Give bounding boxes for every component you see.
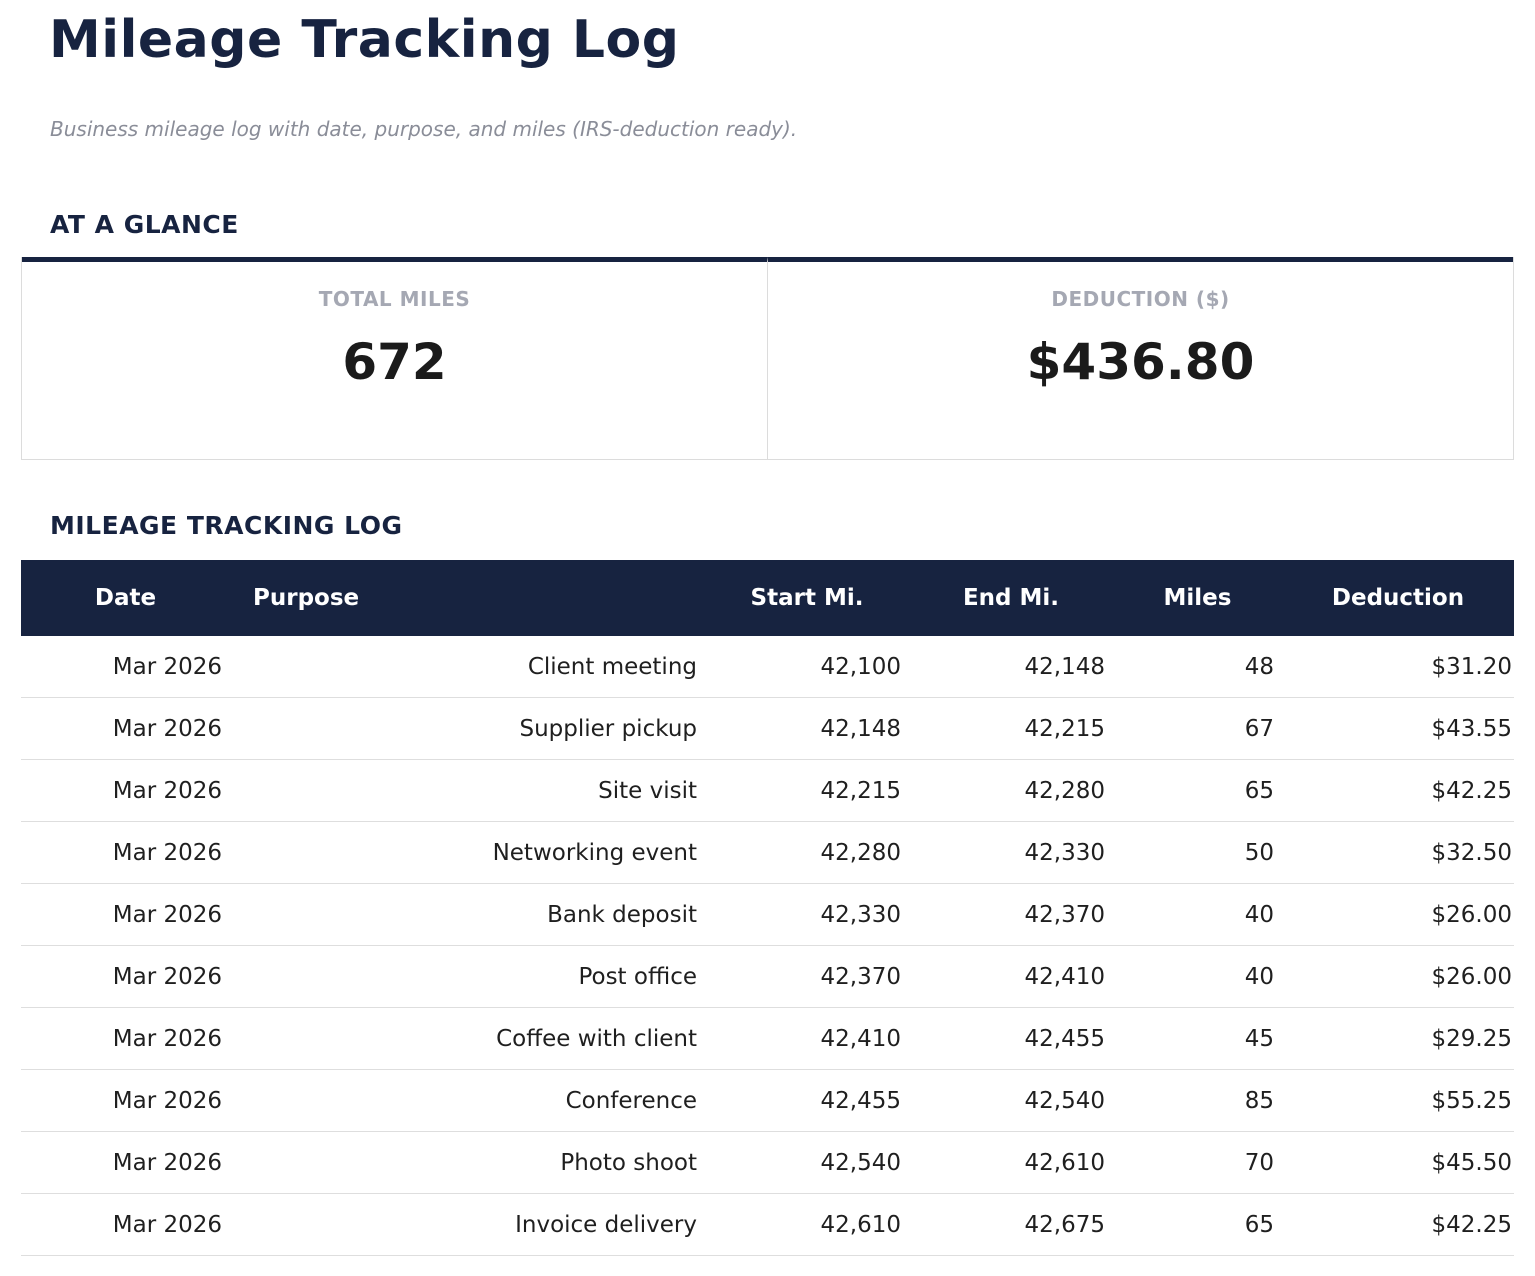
cell-end-miles: 42,330 [909,821,1113,884]
cell-start-miles: 42,148 [705,697,909,760]
cell-end-miles: 42,280 [909,759,1113,822]
cell-date: Mar 2026 [21,945,230,1008]
table-row: Mar 2026 Coffee with client 42,410 42,455 45… [21,1007,1514,1070]
cell-purpose: Client meeting [230,636,705,698]
cell-miles: 48 [1113,636,1282,698]
cell-miles: 85 [1113,1069,1282,1132]
cell-date: Mar 2026 [21,759,230,822]
cell-start-miles: 42,215 [705,759,909,822]
cell-date: Mar 2026 [21,1193,230,1256]
cell-purpose: Conference [230,1069,705,1132]
cell-deduction: $45.50 [1282,1131,1514,1194]
mileage-table: Date Purpose Start Mi. End Mi. Miles Ded… [21,560,1514,1256]
column-header-start: Start Mi. [705,560,909,636]
table-row: Mar 2026 Bank deposit 42,330 42,370 40 $26.00 [21,883,1514,946]
cell-purpose: Networking event [230,821,705,884]
column-header-purpose: Purpose [230,560,705,636]
cell-date: Mar 2026 [21,821,230,884]
cell-purpose: Post office [230,945,705,1008]
page-subtitle: Business mileage log with date, purpose,… [50,117,798,141]
cell-date: Mar 2026 [21,1069,230,1132]
cell-end-miles: 42,610 [909,1131,1113,1194]
deduction-card: DEDUCTION ($) $436.80 [767,257,1513,459]
cell-deduction: $42.25 [1282,759,1514,822]
column-header-date: Date [21,560,230,636]
cell-purpose: Bank deposit [230,883,705,946]
cell-start-miles: 42,540 [705,1131,909,1194]
card-value: $436.80 [1026,333,1255,391]
table-row: Mar 2026 Photo shoot 42,540 42,610 70 $45.50 [21,1131,1514,1194]
table-row: Mar 2026 Networking event 42,280 42,330 50 $3… [21,821,1514,884]
cell-deduction: $31.20 [1282,636,1514,698]
at-a-glance-heading: AT A GLANCE [50,210,239,239]
table-row: Mar 2026 Post office 42,370 42,410 40 $26.00 [21,945,1514,1008]
cell-miles: 65 [1113,759,1282,822]
column-header-miles: Miles [1113,560,1282,636]
cell-miles: 40 [1113,945,1282,1008]
cell-end-miles: 42,215 [909,697,1113,760]
cell-end-miles: 42,540 [909,1069,1113,1132]
page-title: Mileage Tracking Log [49,10,680,70]
card-value: 672 [342,333,447,391]
table-row: Mar 2026 Invoice delivery 42,610 42,675 65 $4… [21,1193,1514,1256]
cell-deduction: $29.25 [1282,1007,1514,1070]
cell-purpose: Supplier pickup [230,697,705,760]
cell-miles: 40 [1113,883,1282,946]
cell-end-miles: 42,410 [909,945,1113,1008]
cell-deduction: $32.50 [1282,821,1514,884]
column-header-end: End Mi. [909,560,1113,636]
cell-start-miles: 42,370 [705,945,909,1008]
cell-miles: 70 [1113,1131,1282,1194]
cell-date: Mar 2026 [21,883,230,946]
cell-date: Mar 2026 [21,697,230,760]
cell-start-miles: 42,100 [705,636,909,698]
at-a-glance-panel: TOTAL MILES 672 DEDUCTION ($) $436.80 [21,257,1514,460]
card-label: TOTAL MILES [318,287,471,311]
cell-deduction: $42.25 [1282,1193,1514,1256]
cell-deduction: $55.25 [1282,1069,1514,1132]
cell-end-miles: 42,370 [909,883,1113,946]
column-header-deduction: Deduction [1282,560,1514,636]
cell-end-miles: 42,148 [909,636,1113,698]
cell-deduction: $43.55 [1282,697,1514,760]
table-header-row: Date Purpose Start Mi. End Mi. Miles Ded… [21,560,1514,636]
cell-miles: 65 [1113,1193,1282,1256]
cell-start-miles: 42,330 [705,883,909,946]
table-row: Mar 2026 Supplier pickup 42,148 42,215 67 $43… [21,697,1514,760]
cell-deduction: $26.00 [1282,945,1514,1008]
cell-start-miles: 42,280 [705,821,909,884]
cell-purpose: Coffee with client [230,1007,705,1070]
card-label: DEDUCTION ($) [1051,287,1230,311]
table-row: Mar 2026 Client meeting 42,100 42,148 48 $31.… [21,636,1514,698]
cell-start-miles: 42,410 [705,1007,909,1070]
cell-miles: 45 [1113,1007,1282,1070]
cell-date: Mar 2026 [21,1131,230,1194]
cell-purpose: Invoice delivery [230,1193,705,1256]
total-miles-card: TOTAL MILES 672 [22,257,767,459]
table-row: Mar 2026 Conference 42,455 42,540 85 $55.25 [21,1069,1514,1132]
cell-purpose: Site visit [230,759,705,822]
cell-end-miles: 42,675 [909,1193,1113,1256]
cell-date: Mar 2026 [21,1007,230,1070]
cell-start-miles: 42,455 [705,1069,909,1132]
cell-miles: 67 [1113,697,1282,760]
cell-start-miles: 42,610 [705,1193,909,1256]
cell-date: Mar 2026 [21,636,230,698]
cell-purpose: Photo shoot [230,1131,705,1194]
log-heading: MILEAGE TRACKING LOG [50,511,403,540]
cell-deduction: $26.00 [1282,883,1514,946]
table-row: Mar 2026 Site visit 42,215 42,280 65 $42.25 [21,759,1514,822]
cell-miles: 50 [1113,821,1282,884]
cell-end-miles: 42,455 [909,1007,1113,1070]
